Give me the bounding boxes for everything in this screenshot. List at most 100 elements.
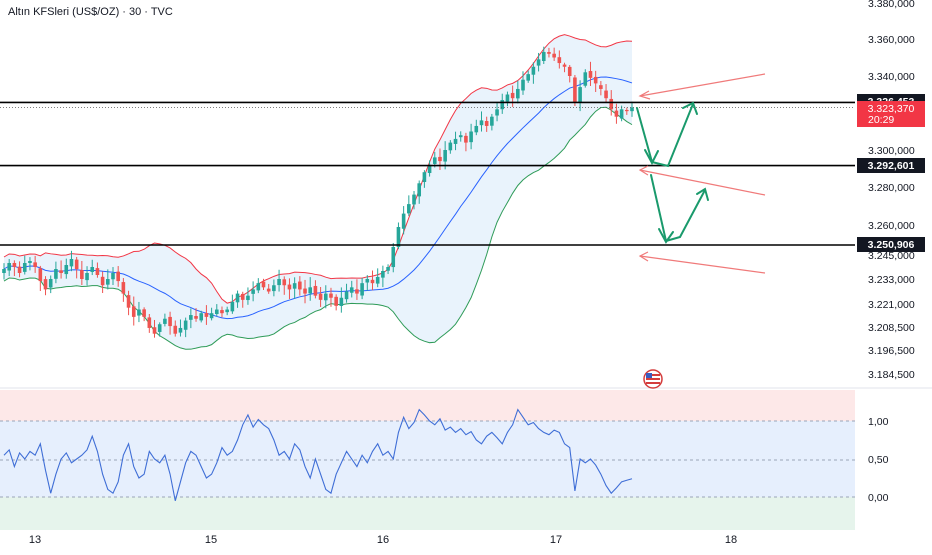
- arrowhead-down-1: [644, 149, 659, 166]
- us-flag-icon[interactable]: [643, 369, 663, 389]
- price-tick-label: 3.260,000: [868, 220, 915, 232]
- price-tick-label: 3.221,000: [868, 299, 915, 311]
- level-label-2-text: 3.292,601: [868, 160, 915, 172]
- candle: [427, 160, 432, 177]
- candle: [131, 296, 136, 326]
- candle: [230, 294, 235, 314]
- candle: [458, 131, 463, 142]
- candle: [360, 277, 364, 300]
- candle: [604, 84, 608, 103]
- candle: [12, 260, 17, 277]
- candle: [573, 74, 577, 107]
- arrowhead-up-1: [682, 101, 698, 115]
- candle: [541, 46, 546, 65]
- oscillator-axis[interactable]: 1,00 0,50 0,00: [868, 416, 889, 504]
- candle: [43, 276, 48, 296]
- pointer-arrow-3: [639, 255, 766, 274]
- time-tick-label: 15: [205, 534, 217, 546]
- rsi-bottom-zone: [0, 497, 855, 530]
- candle: [194, 308, 198, 322]
- candle: [448, 140, 453, 154]
- candle: [593, 70, 598, 93]
- candle: [168, 311, 172, 335]
- level-label-2: 3.292,601: [857, 158, 925, 173]
- candle: [209, 307, 214, 321]
- price-tick-label: 3.196,500: [868, 345, 915, 357]
- band-fill: [4, 34, 632, 350]
- oscillator-series: [3, 408, 633, 501]
- candle: [147, 313, 152, 333]
- candle: [329, 287, 333, 307]
- level-label-3: 3.250,906: [857, 237, 925, 252]
- candle: [59, 260, 63, 279]
- symbol-title[interactable]: Altın KFSleri (US$/OZ) · 30 · TVC: [8, 6, 173, 18]
- candle: [287, 278, 292, 300]
- band-lower: [3, 106, 633, 350]
- candle: [7, 259, 11, 277]
- candle: [536, 52, 541, 72]
- price-tick-label: 3.360,000: [868, 34, 915, 46]
- time-tick-label: 17: [550, 534, 562, 546]
- candle: [521, 71, 525, 95]
- level-label-3-text: 3.250,906: [868, 239, 915, 251]
- candle: [323, 285, 328, 309]
- arrowhead-up-2: [696, 187, 709, 201]
- pointer-arrowhead-2: [638, 165, 649, 176]
- candle: [173, 320, 178, 337]
- candle: [599, 81, 603, 96]
- price-tick-label: 3.380,000: [868, 0, 915, 10]
- candle: [69, 250, 74, 272]
- candle: [48, 275, 53, 294]
- candle: [567, 65, 572, 83]
- candle: [464, 132, 468, 152]
- candle: [298, 276, 302, 296]
- candle: [111, 267, 115, 285]
- candle: [630, 101, 634, 117]
- price-tick-label: 3.300,000: [868, 145, 915, 157]
- oscillator-tick-label: 0,00: [868, 492, 889, 504]
- candle: [344, 283, 349, 303]
- candle: [412, 191, 416, 210]
- candle: [583, 69, 588, 88]
- candle: [417, 180, 422, 204]
- candle: [157, 322, 162, 337]
- candles: [2, 46, 634, 338]
- time-tick-label: 18: [725, 534, 737, 546]
- candle: [152, 319, 157, 338]
- candle: [74, 256, 79, 279]
- candle: [562, 62, 567, 73]
- candle: [2, 263, 6, 280]
- price-tick-label: 3.340,000: [868, 71, 915, 83]
- projection-path-2: [650, 174, 706, 243]
- candle: [479, 111, 484, 132]
- candle: [381, 265, 385, 288]
- candle: [490, 113, 494, 131]
- candle: [531, 62, 536, 84]
- oscillator-line: [3, 408, 633, 501]
- candle: [282, 276, 287, 295]
- candle: [214, 304, 219, 317]
- band-middle: [3, 76, 633, 320]
- candle: [277, 269, 281, 292]
- candle: [17, 261, 22, 278]
- bollinger-bands: [3, 34, 633, 350]
- time-axis[interactable]: 13 15 16 17 18: [29, 534, 737, 546]
- arrowhead-down-2: [658, 228, 674, 244]
- price-axis[interactable]: 3.380,000 3.360,000 3.340,000 3.300,000 3.28…: [868, 0, 915, 381]
- candle: [121, 278, 126, 302]
- candle: [453, 131, 458, 151]
- candle: [355, 279, 359, 300]
- candle: [178, 319, 183, 337]
- candle: [619, 105, 624, 122]
- projection-path: [636, 103, 694, 168]
- candle: [189, 308, 193, 329]
- candle: [308, 277, 313, 301]
- countdown-text: 20:29: [868, 114, 894, 126]
- candle: [33, 255, 37, 273]
- candle: [552, 47, 556, 61]
- candle: [386, 264, 390, 275]
- candle: [292, 277, 297, 299]
- candle: [85, 266, 89, 286]
